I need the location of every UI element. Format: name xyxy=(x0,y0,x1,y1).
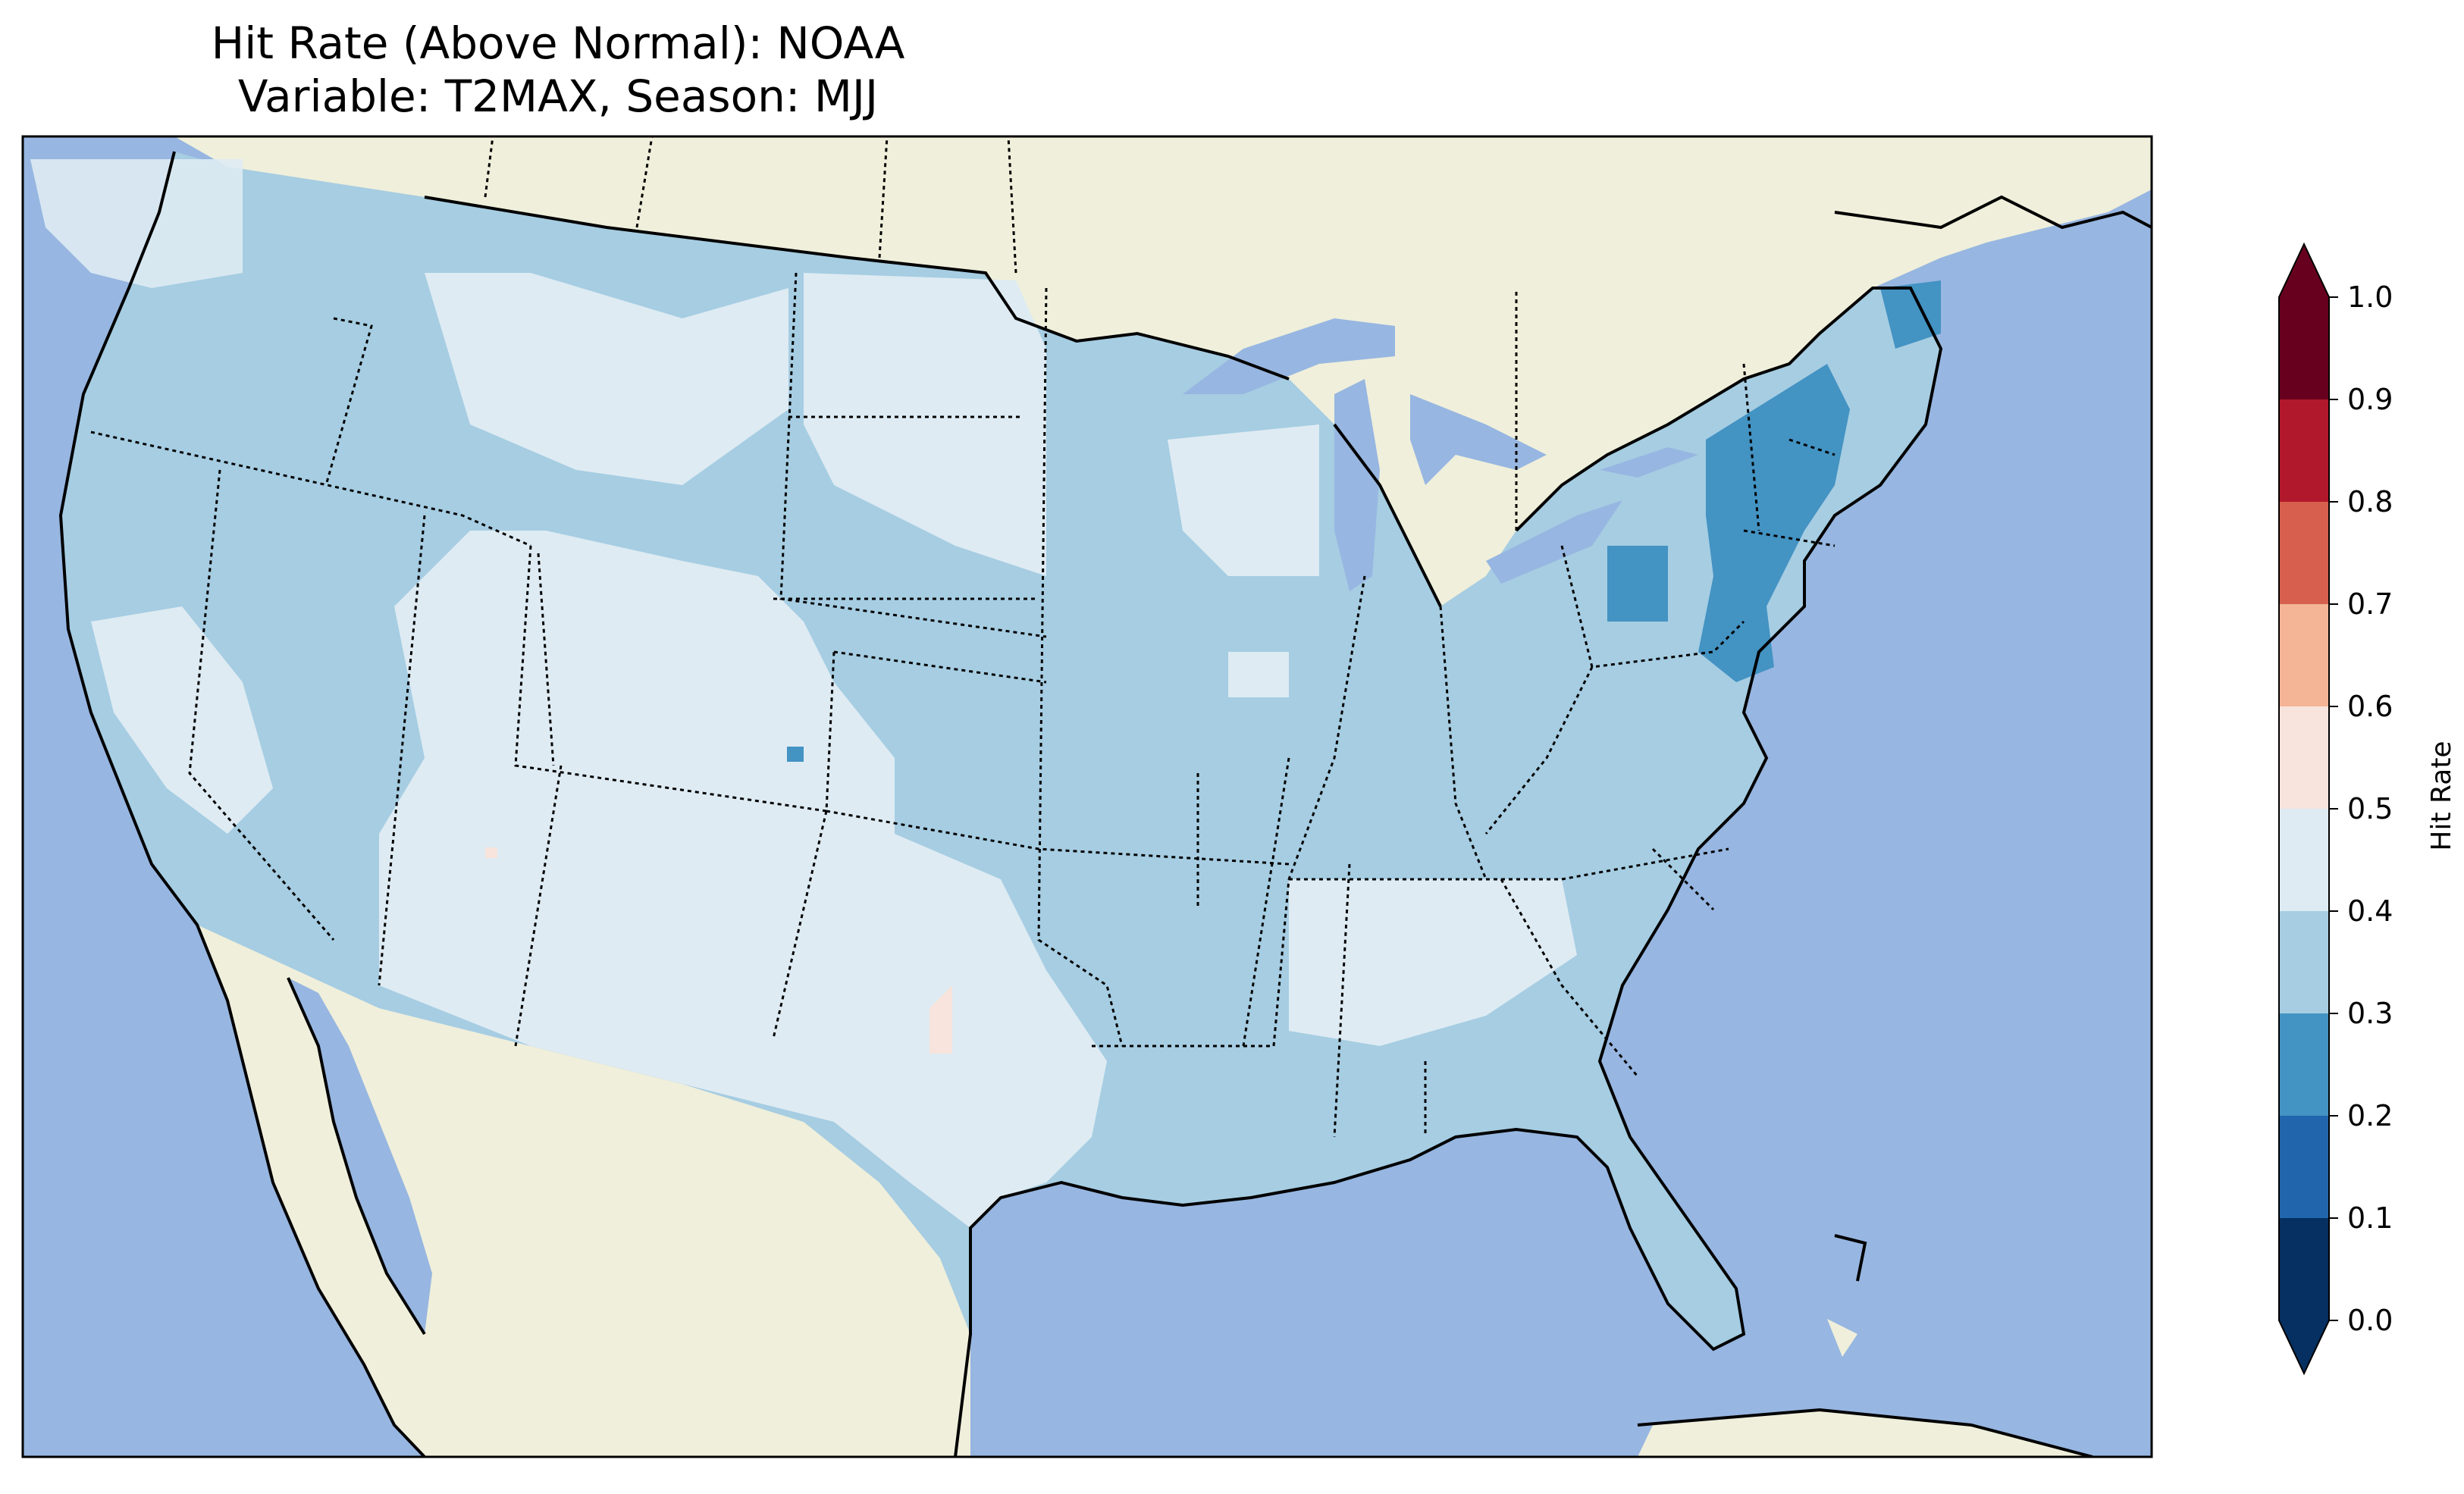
colorbar-ticks: 0.0 0.1 0.2 0.3 0.4 0.5 0.6 0.7 0.8 0.9 1.0 xyxy=(2329,280,2393,1337)
colorbar-segments xyxy=(2278,242,2330,1376)
bahamas-land xyxy=(1827,1319,1857,1357)
colorbar-tick-label-0: 0.0 xyxy=(2347,1304,2393,1337)
colorbar-bin-7 xyxy=(2279,502,2329,604)
conus-land xyxy=(61,152,1941,1349)
colorbar-tick-label-6: 0.6 xyxy=(2347,690,2393,723)
colorbar-tick-label-7: 0.7 xyxy=(2347,587,2393,621)
colorbar-bin-3 xyxy=(2279,911,2329,1013)
colorbar-tick-label-1: 0.1 xyxy=(2347,1201,2393,1235)
colorbar-bin-0 xyxy=(2279,1218,2329,1320)
colorbar-tick-label-5: 0.5 xyxy=(2347,792,2393,825)
colorbar-label: Hit Rate xyxy=(2426,741,2457,850)
colorbar-bin-4 xyxy=(2279,809,2329,911)
map-frame xyxy=(21,135,2153,1458)
colorbar-bin-8 xyxy=(2279,399,2329,502)
chart-title: Hit Rate (Above Normal): NOAA Variable: … xyxy=(0,17,1116,123)
hitrate-0.5-0.6-spots xyxy=(485,847,952,1054)
great-lakes xyxy=(1183,318,1698,591)
title-line-2: Variable: T2MAX, Season: MJJ xyxy=(237,70,879,122)
hitrate-0.4-0.5-regions xyxy=(30,159,1577,1228)
colorbar-extend-max xyxy=(2279,244,2329,297)
colorbar-tick-label-3: 0.3 xyxy=(2347,997,2393,1030)
colorbar-bin-6 xyxy=(2279,604,2329,706)
colorbar-bin-5 xyxy=(2279,706,2329,809)
colorbar-bin-1 xyxy=(2279,1116,2329,1218)
cuba-land xyxy=(1638,1410,2093,1457)
colorbar-tick-label-8: 0.8 xyxy=(2347,485,2393,518)
colorbar-tick-label-2: 0.2 xyxy=(2347,1099,2393,1132)
title-line-1: Hit Rate (Above Normal): NOAA xyxy=(211,17,905,69)
colorbar-bin-9 xyxy=(2279,297,2329,399)
mexico-land xyxy=(197,925,970,1457)
colorbar-tick-label-9: 0.9 xyxy=(2347,383,2393,416)
colorbar-tick-label-10: 1.0 xyxy=(2347,280,2393,314)
coastline xyxy=(58,151,2152,1457)
state-borders xyxy=(90,136,1835,1138)
hitrate-0.2-0.3-regions xyxy=(787,280,1941,762)
colorbar-extend-min xyxy=(2279,1320,2329,1373)
canada-land xyxy=(174,136,2152,606)
colorbar-tick-label-4: 0.4 xyxy=(2347,894,2393,928)
colorbar-bin-2 xyxy=(2279,1013,2329,1116)
